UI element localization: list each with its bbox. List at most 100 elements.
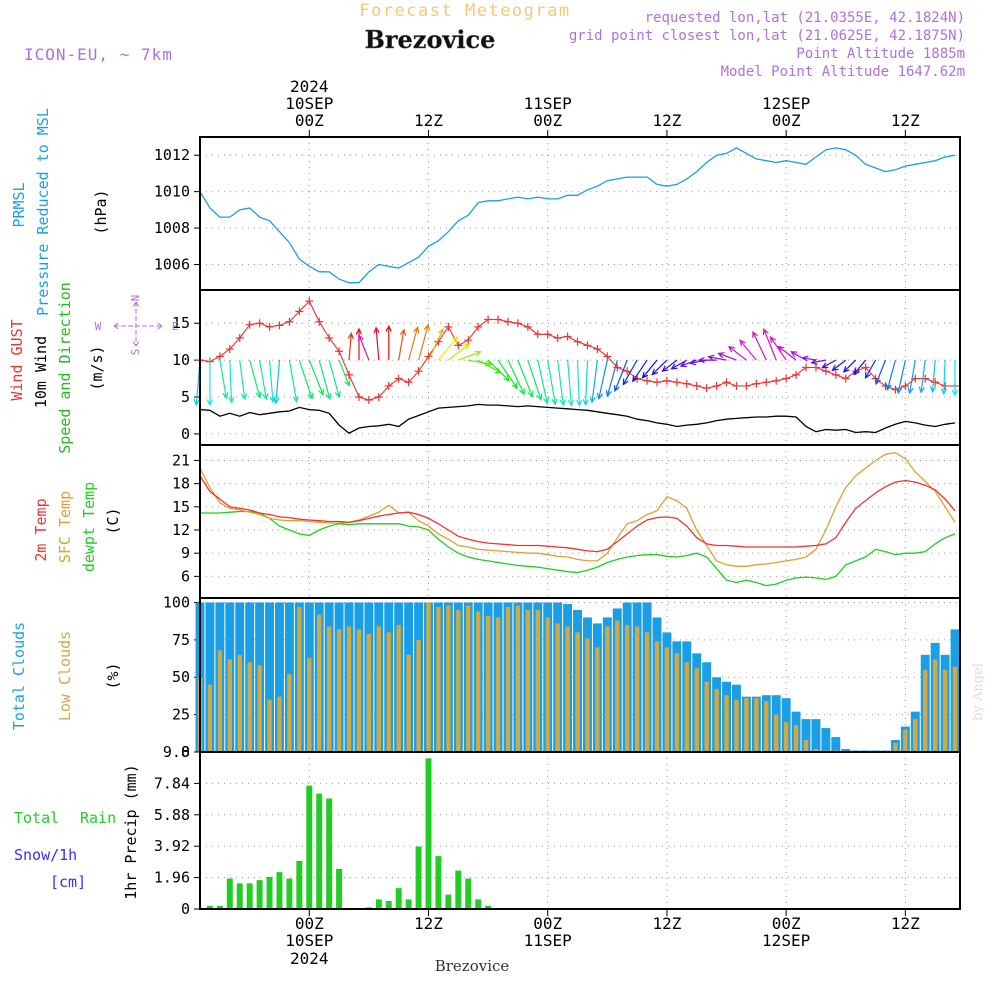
gust-marker — [672, 378, 681, 387]
low-cloud-bar — [495, 617, 501, 752]
compass-lines — [113, 301, 163, 347]
rain-bar — [256, 880, 263, 909]
bottom-time-label: 00Z — [772, 914, 801, 933]
gust-marker — [315, 317, 324, 326]
wind-direction-arrow — [418, 323, 430, 361]
gust-marker — [513, 319, 522, 328]
y-tick-label: 5 — [181, 388, 190, 406]
low-cloud-bar — [287, 674, 292, 752]
wind-direction-arrow — [497, 359, 518, 390]
low-cloud-bar — [754, 698, 759, 752]
gust-marker — [792, 370, 801, 379]
bottom-time-label: 12Z — [414, 914, 443, 933]
gust-marker — [345, 370, 354, 379]
wind-direction-arrow — [864, 359, 877, 380]
low-cloud-bar — [634, 626, 640, 752]
gust-marker — [414, 367, 423, 376]
gust-marker — [563, 332, 572, 341]
wind-direction-arrow — [355, 327, 363, 361]
gust-marker — [702, 384, 711, 393]
low-cloud-bar — [783, 722, 789, 752]
grid-point-coords: grid point closest lon,lat (21.0625E, 42… — [569, 28, 965, 44]
low-cloud-bar — [714, 689, 719, 752]
low-cloud-bar — [793, 725, 799, 752]
low-cloud-bar — [456, 609, 461, 752]
gust-marker — [295, 307, 304, 316]
gust-marker — [484, 315, 493, 324]
wind-direction-arrow — [842, 359, 857, 373]
top-time-label: 12Z — [891, 111, 920, 130]
top-time-label: 12SEP — [762, 94, 810, 113]
compass-west: W — [95, 320, 102, 333]
wind-direction-arrow — [810, 358, 827, 365]
gust-marker — [464, 336, 473, 345]
gust-marker — [841, 374, 850, 383]
top-time-label: 00Z — [295, 111, 324, 130]
panel-border — [199, 751, 961, 910]
prmsl-label: PRMSL — [10, 182, 28, 227]
gust-marker — [901, 381, 910, 390]
gust-marker — [533, 330, 542, 339]
low-cloud-bar — [247, 662, 252, 752]
low-cloud-bar — [684, 662, 689, 752]
gust-marker — [573, 337, 582, 346]
wind-direction-arrow — [249, 359, 262, 399]
low-cloud-bar — [237, 654, 242, 752]
wind-direction-arrow — [228, 360, 235, 404]
y-tick-label: 50 — [172, 668, 190, 686]
wind-direction-arrow — [398, 328, 407, 361]
gust-marker — [722, 378, 731, 387]
y-tick-label: 3.92 — [154, 837, 190, 855]
top-time-label: 00Z — [533, 111, 562, 130]
low-cloud-bar — [475, 611, 481, 752]
low-cloud-bar — [436, 606, 441, 752]
gust-marker — [225, 345, 234, 354]
wind-direction-arrow — [651, 359, 668, 376]
bottom-time-label: 00Z — [295, 914, 324, 933]
rain-bar — [465, 878, 472, 909]
temp-2m-label: 2m Temp — [32, 498, 50, 561]
low-cloud-bar — [952, 666, 958, 752]
gust-marker — [494, 315, 503, 324]
rain-bar — [375, 899, 382, 909]
low-cloud-bar — [317, 614, 322, 752]
gust-marker — [603, 352, 612, 361]
wind-direction-arrow — [527, 359, 543, 402]
total-cloud-bar — [821, 728, 831, 752]
gust-marker — [652, 378, 661, 387]
gust-marker — [394, 374, 403, 383]
top-time-label: 00Z — [772, 111, 801, 130]
low-cloud-bar — [654, 641, 660, 752]
rain-bar — [415, 846, 422, 909]
rain-bar — [246, 883, 253, 909]
low-cloud-bar — [466, 605, 471, 752]
wind-direction-arrow — [517, 359, 534, 398]
low-cloud-bar — [376, 626, 382, 752]
wind-direction-arrow — [567, 360, 575, 407]
low-cloud-bar — [396, 624, 401, 752]
gust-marker — [444, 322, 453, 331]
gust-marker — [593, 345, 602, 354]
low-cloud-bar — [644, 632, 650, 752]
low-cloud-bar — [485, 615, 491, 752]
rain-bar — [445, 894, 452, 909]
low-cloud-bar — [674, 653, 680, 752]
top-time-label: 12Z — [652, 111, 681, 130]
bottom-time-label: 00Z — [533, 914, 562, 933]
gust-marker — [285, 317, 294, 326]
low-cloud-bar — [227, 659, 232, 752]
clouds-panel: 0 25 50 75 100 — [163, 593, 961, 761]
rain-bar — [216, 905, 223, 909]
low-cloud-bar — [267, 699, 272, 752]
y-tick-label: 15 — [172, 498, 190, 516]
top-time-label: 12Z — [414, 111, 443, 130]
bottom-time-label: 12Z — [891, 914, 920, 933]
low-cloud-bar — [565, 626, 570, 752]
rain-bar — [425, 758, 432, 909]
gust-marker — [255, 319, 264, 328]
panel-bg — [200, 290, 960, 445]
y-tick-label: 25 — [172, 706, 190, 724]
low-cloud-bar — [615, 620, 620, 752]
wind-direction-arrow — [777, 345, 797, 361]
